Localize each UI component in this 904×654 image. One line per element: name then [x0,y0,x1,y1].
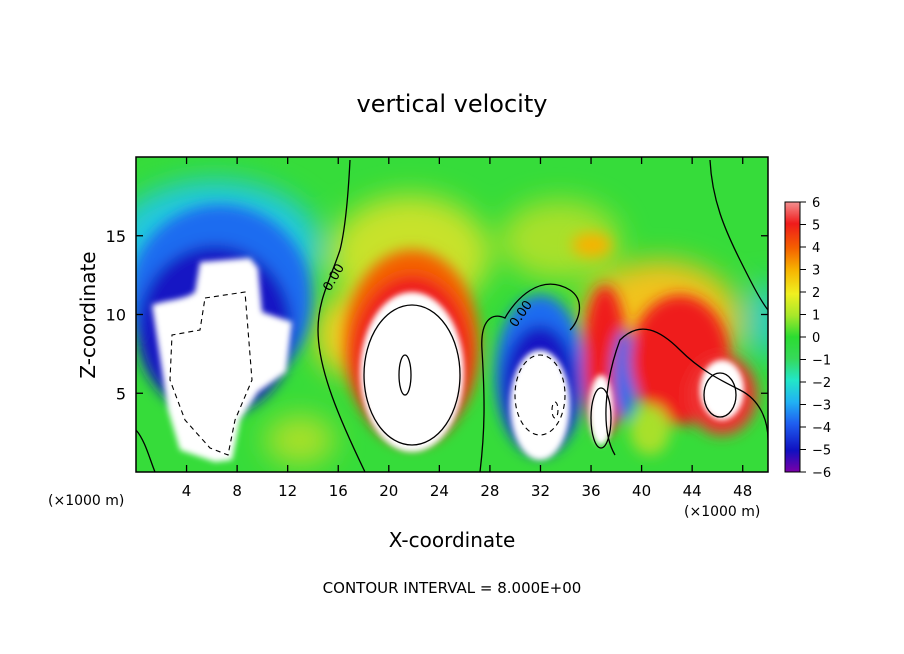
colorbar-tick-label: 0 [812,331,820,346]
y-axis: 5 10 15 [106,227,768,403]
colorbar-tick-label: 3 [812,264,820,279]
colorbar-tick-label: 2 [812,286,820,301]
y-axis-label: Z-coordinate [76,251,100,378]
heatmap-field [136,157,768,472]
zero-contours [136,159,768,472]
x-tick-label: 48 [733,482,752,500]
contour-interval-note: CONTOUR INTERVAL = 8.000E+00 [323,579,582,597]
x-tick-label: 44 [683,482,702,500]
colorbar-tick-label: −5 [812,444,831,459]
x-axis: 4 8 12 16 20 24 28 32 36 40 44 48 [182,157,752,500]
colorbar [784,201,801,473]
colorbar-tick-label: −1 [812,354,831,369]
colorbar-tick-label: 5 [812,219,820,234]
colorbar-ticks: 6 5 4 3 2 1 0 −1 −2 −3 −4 −5 −6 [800,196,831,481]
colorbar-tick-label: 1 [812,309,820,324]
x-tick-label: 32 [531,482,550,500]
colorbar-tick-label: 6 [812,196,820,211]
x-unit-label-left: (×1000 m) [48,493,124,509]
x-tick-label: 16 [329,482,348,500]
x-tick-label: 28 [480,482,499,500]
colorbar-tick-label: −3 [812,399,831,414]
colorbar-tick-label: −6 [812,466,831,481]
y-tick-label: 15 [106,227,126,246]
y-tick-label: 10 [106,306,126,325]
x-tick-label: 24 [430,482,449,500]
negative-contours [169,291,566,456]
x-axis-label: X-coordinate [389,528,516,552]
x-tick-label: 40 [632,482,651,500]
x-tick-label: 12 [278,482,297,500]
y-tick-label: 5 [116,384,126,403]
x-unit-label-right: (×1000 m) [684,504,760,520]
x-tick-label: 20 [379,482,398,500]
x-tick-label: 8 [232,482,242,500]
colorbar-tick-label: 4 [812,241,820,256]
colorbar-tick-label: −2 [812,376,831,391]
colorbar-tick-label: −4 [812,421,831,436]
x-tick-label: 36 [581,482,600,500]
chart-title: vertical velocity [357,90,548,118]
x-tick-label: 4 [182,482,192,500]
